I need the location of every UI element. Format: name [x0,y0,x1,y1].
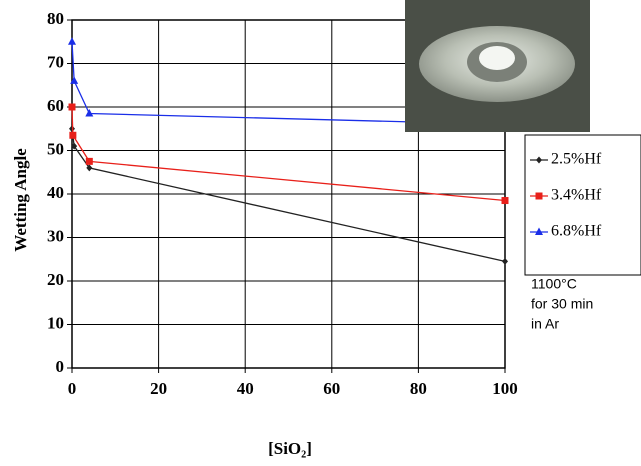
marker [69,125,75,133]
marker [71,142,78,150]
legend-label: 6.8%Hf [551,223,602,240]
marker [535,227,543,235]
y-tick-label: 60 [47,96,64,115]
series-line [71,41,506,126]
inset-photo [405,0,590,132]
y-tick-label: 10 [47,313,64,332]
x-axis-label: [SiO₂] [268,439,312,458]
y-tick-label: 40 [47,183,64,202]
marker [536,156,542,164]
annotation: in Ar [531,316,559,332]
y-tick-label: 0 [56,357,65,376]
y-tick-label: 70 [47,52,64,71]
y-tick-label: 30 [47,226,64,245]
y-tick-label: 80 [47,9,64,28]
x-tick-label: 100 [492,379,518,398]
x-tick-label: 40 [237,379,254,398]
x-tick-label: 0 [68,379,77,398]
x-tick-label: 20 [150,379,167,398]
series-line [71,128,506,263]
plot-border [71,19,506,369]
annotation: 1100°C [531,276,577,292]
y-tick-label: 20 [47,270,64,289]
x-tick-label: 80 [410,379,427,398]
marker [69,131,77,139]
marker [85,109,94,117]
marker [535,192,543,200]
marker [70,76,79,84]
annotation: for 30 min [531,296,593,312]
legend-label: 3.4%Hf [551,187,602,204]
y-tick-label: 50 [47,139,64,158]
legend-label: 2.5%Hf [551,151,602,168]
marker [502,257,508,265]
marker [85,157,93,165]
x-tick-label: 60 [323,379,340,398]
y-axis-label: Wetting Angle [11,148,30,252]
marker [501,197,509,205]
series-line [71,106,506,202]
legend-box [524,134,641,276]
marker [68,103,76,111]
marker [86,164,93,172]
marker [68,37,76,45]
